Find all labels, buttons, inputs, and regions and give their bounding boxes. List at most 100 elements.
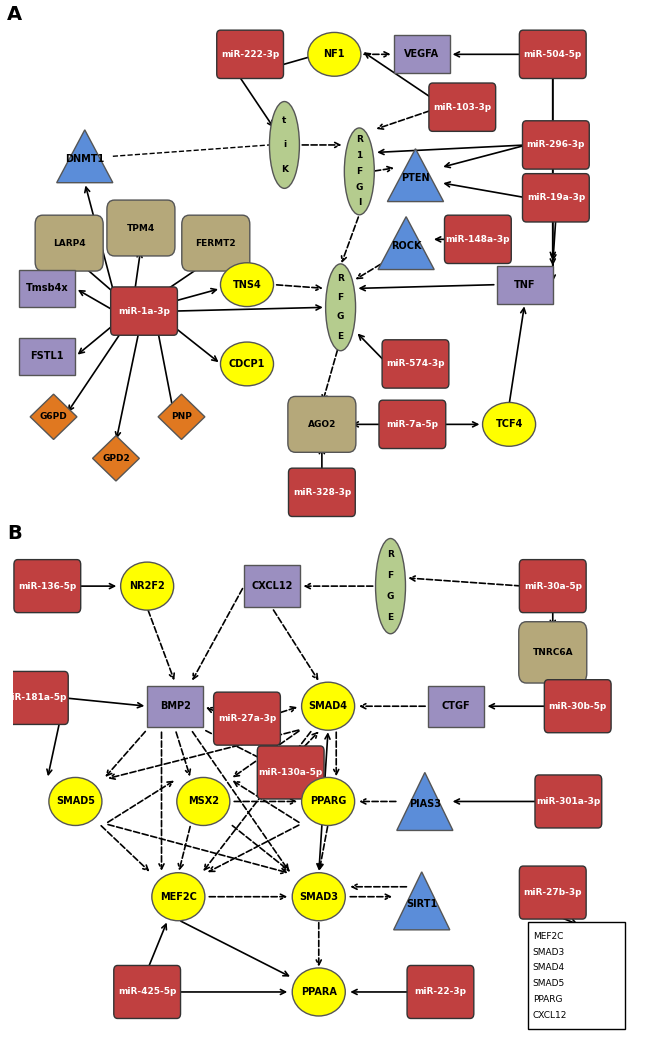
Polygon shape [394, 872, 450, 930]
Text: miR-7a-5p: miR-7a-5p [386, 420, 438, 429]
FancyBboxPatch shape [147, 685, 203, 727]
FancyBboxPatch shape [445, 215, 512, 263]
Polygon shape [378, 217, 434, 269]
Ellipse shape [270, 102, 300, 189]
Text: ROCK: ROCK [391, 241, 421, 250]
Text: miR-30a-5p: miR-30a-5p [524, 582, 582, 591]
Text: MEF2C: MEF2C [533, 932, 563, 941]
Ellipse shape [344, 128, 374, 215]
Text: BMP2: BMP2 [160, 701, 190, 712]
Text: B: B [6, 524, 21, 543]
Text: miR-148a-3p: miR-148a-3p [446, 235, 510, 244]
Polygon shape [57, 130, 113, 182]
Text: SMAD4: SMAD4 [533, 963, 565, 973]
FancyBboxPatch shape [20, 337, 75, 375]
FancyBboxPatch shape [114, 965, 181, 1019]
Text: miR-130a-5p: miR-130a-5p [259, 768, 323, 777]
Text: SMAD5: SMAD5 [56, 796, 95, 807]
Text: t: t [282, 115, 287, 125]
Ellipse shape [220, 263, 274, 307]
FancyBboxPatch shape [288, 396, 356, 453]
Text: MEF2C: MEF2C [160, 892, 197, 901]
Polygon shape [387, 149, 443, 201]
FancyBboxPatch shape [407, 965, 474, 1019]
FancyBboxPatch shape [523, 121, 590, 169]
Text: miR-1a-3p: miR-1a-3p [118, 307, 170, 315]
FancyBboxPatch shape [528, 921, 625, 1029]
Text: I: I [358, 198, 361, 208]
Text: DNMT1: DNMT1 [65, 154, 105, 163]
Text: TNS4: TNS4 [233, 280, 261, 289]
Text: F: F [356, 167, 363, 176]
Text: SMAD5: SMAD5 [533, 979, 565, 988]
Text: G: G [356, 182, 363, 192]
FancyBboxPatch shape [107, 200, 175, 256]
Polygon shape [30, 394, 77, 439]
Text: F: F [387, 571, 394, 580]
FancyBboxPatch shape [182, 215, 250, 271]
FancyBboxPatch shape [35, 215, 103, 271]
Text: FSTL1: FSTL1 [31, 351, 64, 362]
Text: R: R [387, 550, 394, 559]
FancyBboxPatch shape [244, 566, 300, 607]
FancyBboxPatch shape [20, 269, 75, 307]
Ellipse shape [49, 778, 102, 826]
Text: CXCL12: CXCL12 [252, 582, 292, 591]
FancyBboxPatch shape [14, 560, 81, 613]
Text: TNF: TNF [514, 280, 536, 289]
Text: miR-30b-5p: miR-30b-5p [549, 702, 607, 711]
Text: miR-301a-3p: miR-301a-3p [536, 796, 601, 806]
Text: VEGFA: VEGFA [404, 49, 439, 60]
Text: CDCP1: CDCP1 [229, 359, 265, 369]
Text: PPARG: PPARG [310, 796, 346, 807]
FancyBboxPatch shape [544, 680, 611, 733]
Text: TCF4: TCF4 [495, 419, 523, 430]
Text: miR-103-3p: miR-103-3p [433, 103, 491, 112]
Text: CXCL12: CXCL12 [533, 1010, 567, 1020]
FancyBboxPatch shape [535, 774, 602, 828]
Polygon shape [396, 772, 453, 830]
FancyBboxPatch shape [428, 685, 484, 727]
Text: miR-328-3p: miR-328-3p [292, 487, 351, 497]
Ellipse shape [152, 873, 205, 921]
FancyBboxPatch shape [519, 866, 586, 919]
Text: miR-27a-3p: miR-27a-3p [218, 714, 276, 723]
Ellipse shape [292, 873, 345, 921]
FancyBboxPatch shape [519, 621, 587, 683]
Text: miR-136-5p: miR-136-5p [18, 582, 77, 591]
Text: PPARA: PPARA [301, 987, 337, 997]
FancyBboxPatch shape [257, 746, 324, 799]
Polygon shape [158, 394, 205, 439]
Text: MSX2: MSX2 [188, 796, 219, 807]
FancyBboxPatch shape [382, 340, 449, 388]
FancyBboxPatch shape [379, 400, 446, 449]
FancyBboxPatch shape [111, 287, 177, 335]
FancyBboxPatch shape [289, 468, 356, 517]
Text: miR-22-3p: miR-22-3p [415, 987, 467, 997]
FancyBboxPatch shape [214, 692, 280, 745]
Text: CTGF: CTGF [442, 701, 471, 712]
Text: SMAD3: SMAD3 [533, 947, 565, 957]
FancyBboxPatch shape [519, 30, 586, 79]
Text: A: A [6, 5, 22, 24]
FancyBboxPatch shape [523, 174, 590, 222]
Text: G: G [337, 312, 344, 322]
Text: TPM4: TPM4 [127, 223, 155, 233]
Polygon shape [92, 436, 139, 481]
Text: miR-27b-3p: miR-27b-3p [523, 888, 582, 897]
Text: miR-425-5p: miR-425-5p [118, 987, 176, 997]
Text: SIRT1: SIRT1 [406, 899, 437, 909]
Ellipse shape [308, 32, 361, 77]
Text: E: E [387, 613, 394, 623]
Text: FERMT2: FERMT2 [196, 239, 236, 247]
Ellipse shape [302, 682, 355, 730]
Text: F: F [337, 293, 344, 302]
Ellipse shape [220, 342, 274, 386]
Text: TNRC6A: TNRC6A [532, 648, 573, 657]
Text: 1: 1 [356, 151, 363, 160]
Text: SMAD3: SMAD3 [299, 892, 338, 901]
Text: R: R [337, 274, 344, 283]
Text: SMAD4: SMAD4 [309, 701, 348, 712]
Ellipse shape [292, 968, 345, 1016]
Text: R: R [356, 135, 363, 145]
